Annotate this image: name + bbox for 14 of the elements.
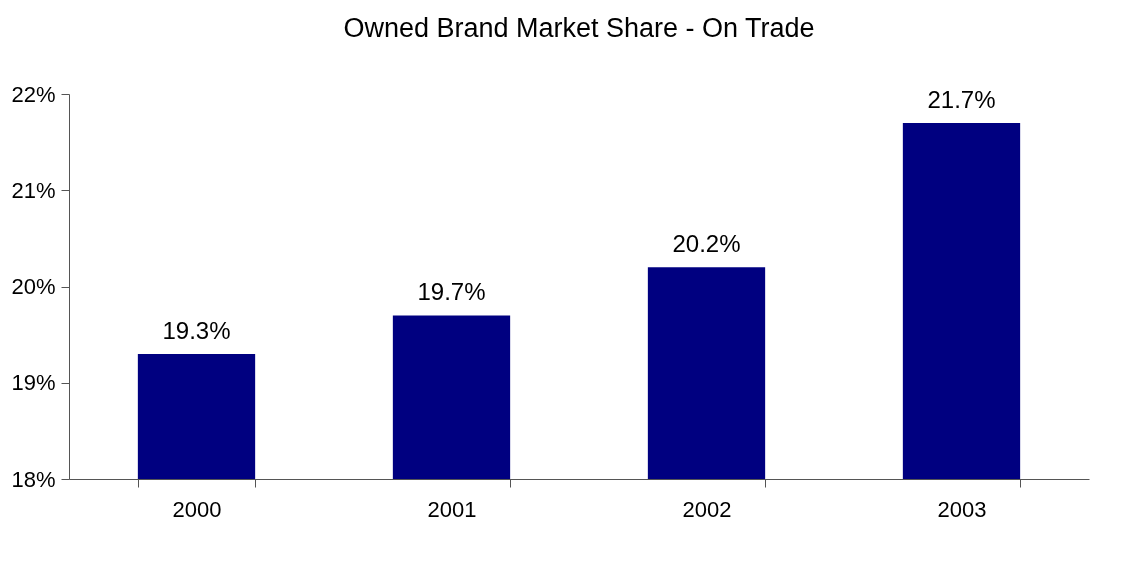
y-tick-label: 19% bbox=[11, 370, 56, 396]
data-label: 19.3% bbox=[162, 316, 231, 344]
x-tick-label: 2002 bbox=[682, 496, 732, 522]
data-label: 21.7% bbox=[927, 85, 996, 113]
y-tick-label: 20% bbox=[11, 274, 56, 299]
data-label: 20.2% bbox=[672, 230, 741, 258]
data-label: 19.7% bbox=[417, 278, 486, 306]
y-tick-label: 18% bbox=[11, 466, 56, 492]
x-tick-label: 2003 bbox=[937, 496, 987, 522]
x-tick-label: 2000 bbox=[172, 496, 222, 522]
y-tick-label: 21% bbox=[11, 177, 56, 203]
y-tick-label: 22% bbox=[11, 81, 56, 107]
chart-title: Owned Brand Market Share - On Trade bbox=[343, 13, 815, 43]
x-tick-label: 2001 bbox=[427, 496, 477, 522]
